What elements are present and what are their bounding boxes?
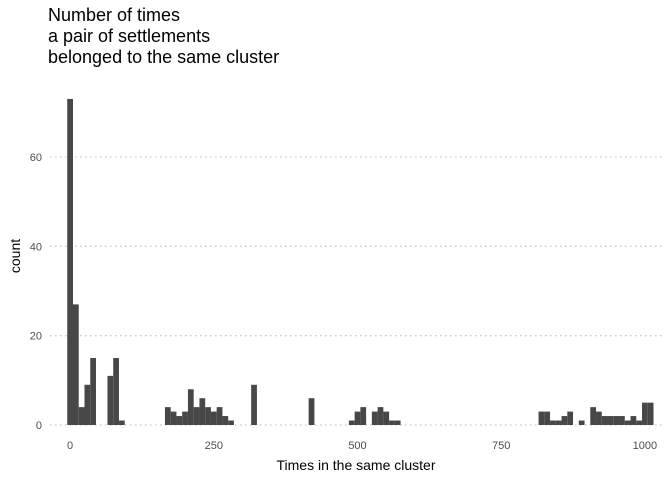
histogram-bar xyxy=(165,407,171,425)
x-axis-ticks: 0 250 500 750 1000 xyxy=(67,440,657,452)
y-axis-title: count xyxy=(7,239,23,273)
histogram-bar xyxy=(613,416,619,425)
histogram-bar xyxy=(211,412,217,425)
histogram-bar xyxy=(625,421,631,425)
histogram-bar xyxy=(355,412,361,425)
histogram-bar xyxy=(171,412,177,425)
histogram-bar xyxy=(309,398,315,425)
histogram-bar xyxy=(73,304,79,425)
histogram-bar xyxy=(556,421,562,425)
x-tick-label: 500 xyxy=(348,440,366,452)
histogram-bar xyxy=(251,385,257,425)
histogram-bars xyxy=(67,99,653,425)
y-tick-label: 40 xyxy=(30,241,42,253)
histogram-bar xyxy=(182,412,188,425)
histogram-bar xyxy=(608,416,614,425)
y-tick-label: 0 xyxy=(36,420,42,432)
histogram-bar xyxy=(222,416,228,425)
x-tick-label: 750 xyxy=(492,440,510,452)
histogram-bar xyxy=(90,358,96,425)
histogram-bar xyxy=(84,385,90,425)
histogram-bar xyxy=(539,412,545,425)
histogram-bar xyxy=(349,421,355,425)
histogram-bar xyxy=(544,412,550,425)
histogram-bar xyxy=(389,421,395,425)
x-tick-label: 250 xyxy=(205,440,223,452)
histogram-bar xyxy=(107,376,113,425)
x-tick-label: 1000 xyxy=(633,440,657,452)
histogram-bar xyxy=(567,412,573,425)
histogram-bar xyxy=(199,398,205,425)
x-axis-title: Times in the same cluster xyxy=(277,457,436,473)
histogram-bar xyxy=(67,99,73,425)
histogram-bar xyxy=(395,421,401,425)
histogram-bar xyxy=(205,407,211,425)
histogram-bar xyxy=(188,389,194,425)
histogram-bar xyxy=(194,407,200,425)
histogram-bar xyxy=(217,407,223,425)
histogram-bar xyxy=(383,412,389,425)
histogram-bar xyxy=(360,407,366,425)
histogram-bar xyxy=(119,421,125,425)
y-axis-ticks: 0 20 40 60 xyxy=(30,152,42,432)
y-tick-label: 60 xyxy=(30,152,42,164)
histogram-bar xyxy=(602,416,608,425)
histogram-bar xyxy=(619,416,625,425)
histogram-bar xyxy=(596,412,602,425)
histogram-bar xyxy=(590,407,596,425)
histogram-bar xyxy=(636,421,642,425)
histogram-bar xyxy=(562,416,568,425)
histogram-bar xyxy=(113,358,119,425)
histogram-bar xyxy=(228,421,234,425)
histogram-bar xyxy=(378,407,384,425)
histogram-bar xyxy=(79,407,85,425)
y-tick-label: 20 xyxy=(30,331,42,343)
histogram-bar xyxy=(176,416,182,425)
histogram-bar xyxy=(648,403,654,425)
x-tick-label: 0 xyxy=(67,440,73,452)
histogram-bar xyxy=(642,403,648,425)
histogram-bar xyxy=(631,416,637,425)
histogram-bar xyxy=(550,421,556,425)
histogram-bar xyxy=(372,412,378,425)
gridlines xyxy=(50,157,665,425)
histogram-bar xyxy=(579,421,585,425)
